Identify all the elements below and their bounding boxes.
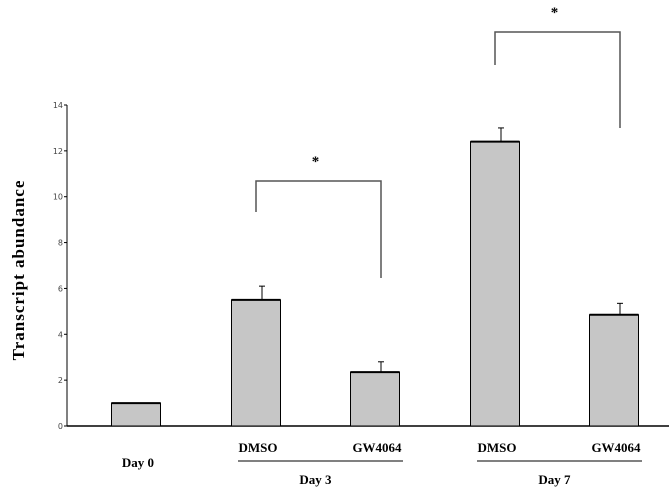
group-label: Day 7 <box>538 472 571 487</box>
bar-label: GW4064 <box>352 440 402 455</box>
y-tick-label: 0 <box>58 422 63 431</box>
bar-label: DMSO <box>478 440 517 455</box>
group-label: Day 3 <box>299 472 332 487</box>
y-tick-label: 8 <box>58 239 63 248</box>
bar <box>589 314 639 427</box>
bar <box>111 402 161 427</box>
y-tick-label: 12 <box>53 147 63 156</box>
significance-label: * <box>551 5 559 21</box>
bar <box>350 371 400 427</box>
bar <box>231 299 281 427</box>
significance-bracket <box>494 31 621 128</box>
y-tick-label: 14 <box>53 101 63 110</box>
y-tick-label: 4 <box>58 330 63 339</box>
bar-label: GW4064 <box>591 440 641 455</box>
bar-label: DMSO <box>239 440 278 455</box>
y-tick-label: 10 <box>53 193 63 202</box>
significance-label: * <box>312 154 320 170</box>
y-tick-label: 6 <box>58 284 63 293</box>
y-axis-label: Transcript abundance <box>9 180 28 361</box>
significance-bracket <box>255 180 382 278</box>
bar <box>470 141 520 427</box>
y-tick-label: 2 <box>58 376 63 385</box>
bar-label: Day 0 <box>122 455 154 470</box>
